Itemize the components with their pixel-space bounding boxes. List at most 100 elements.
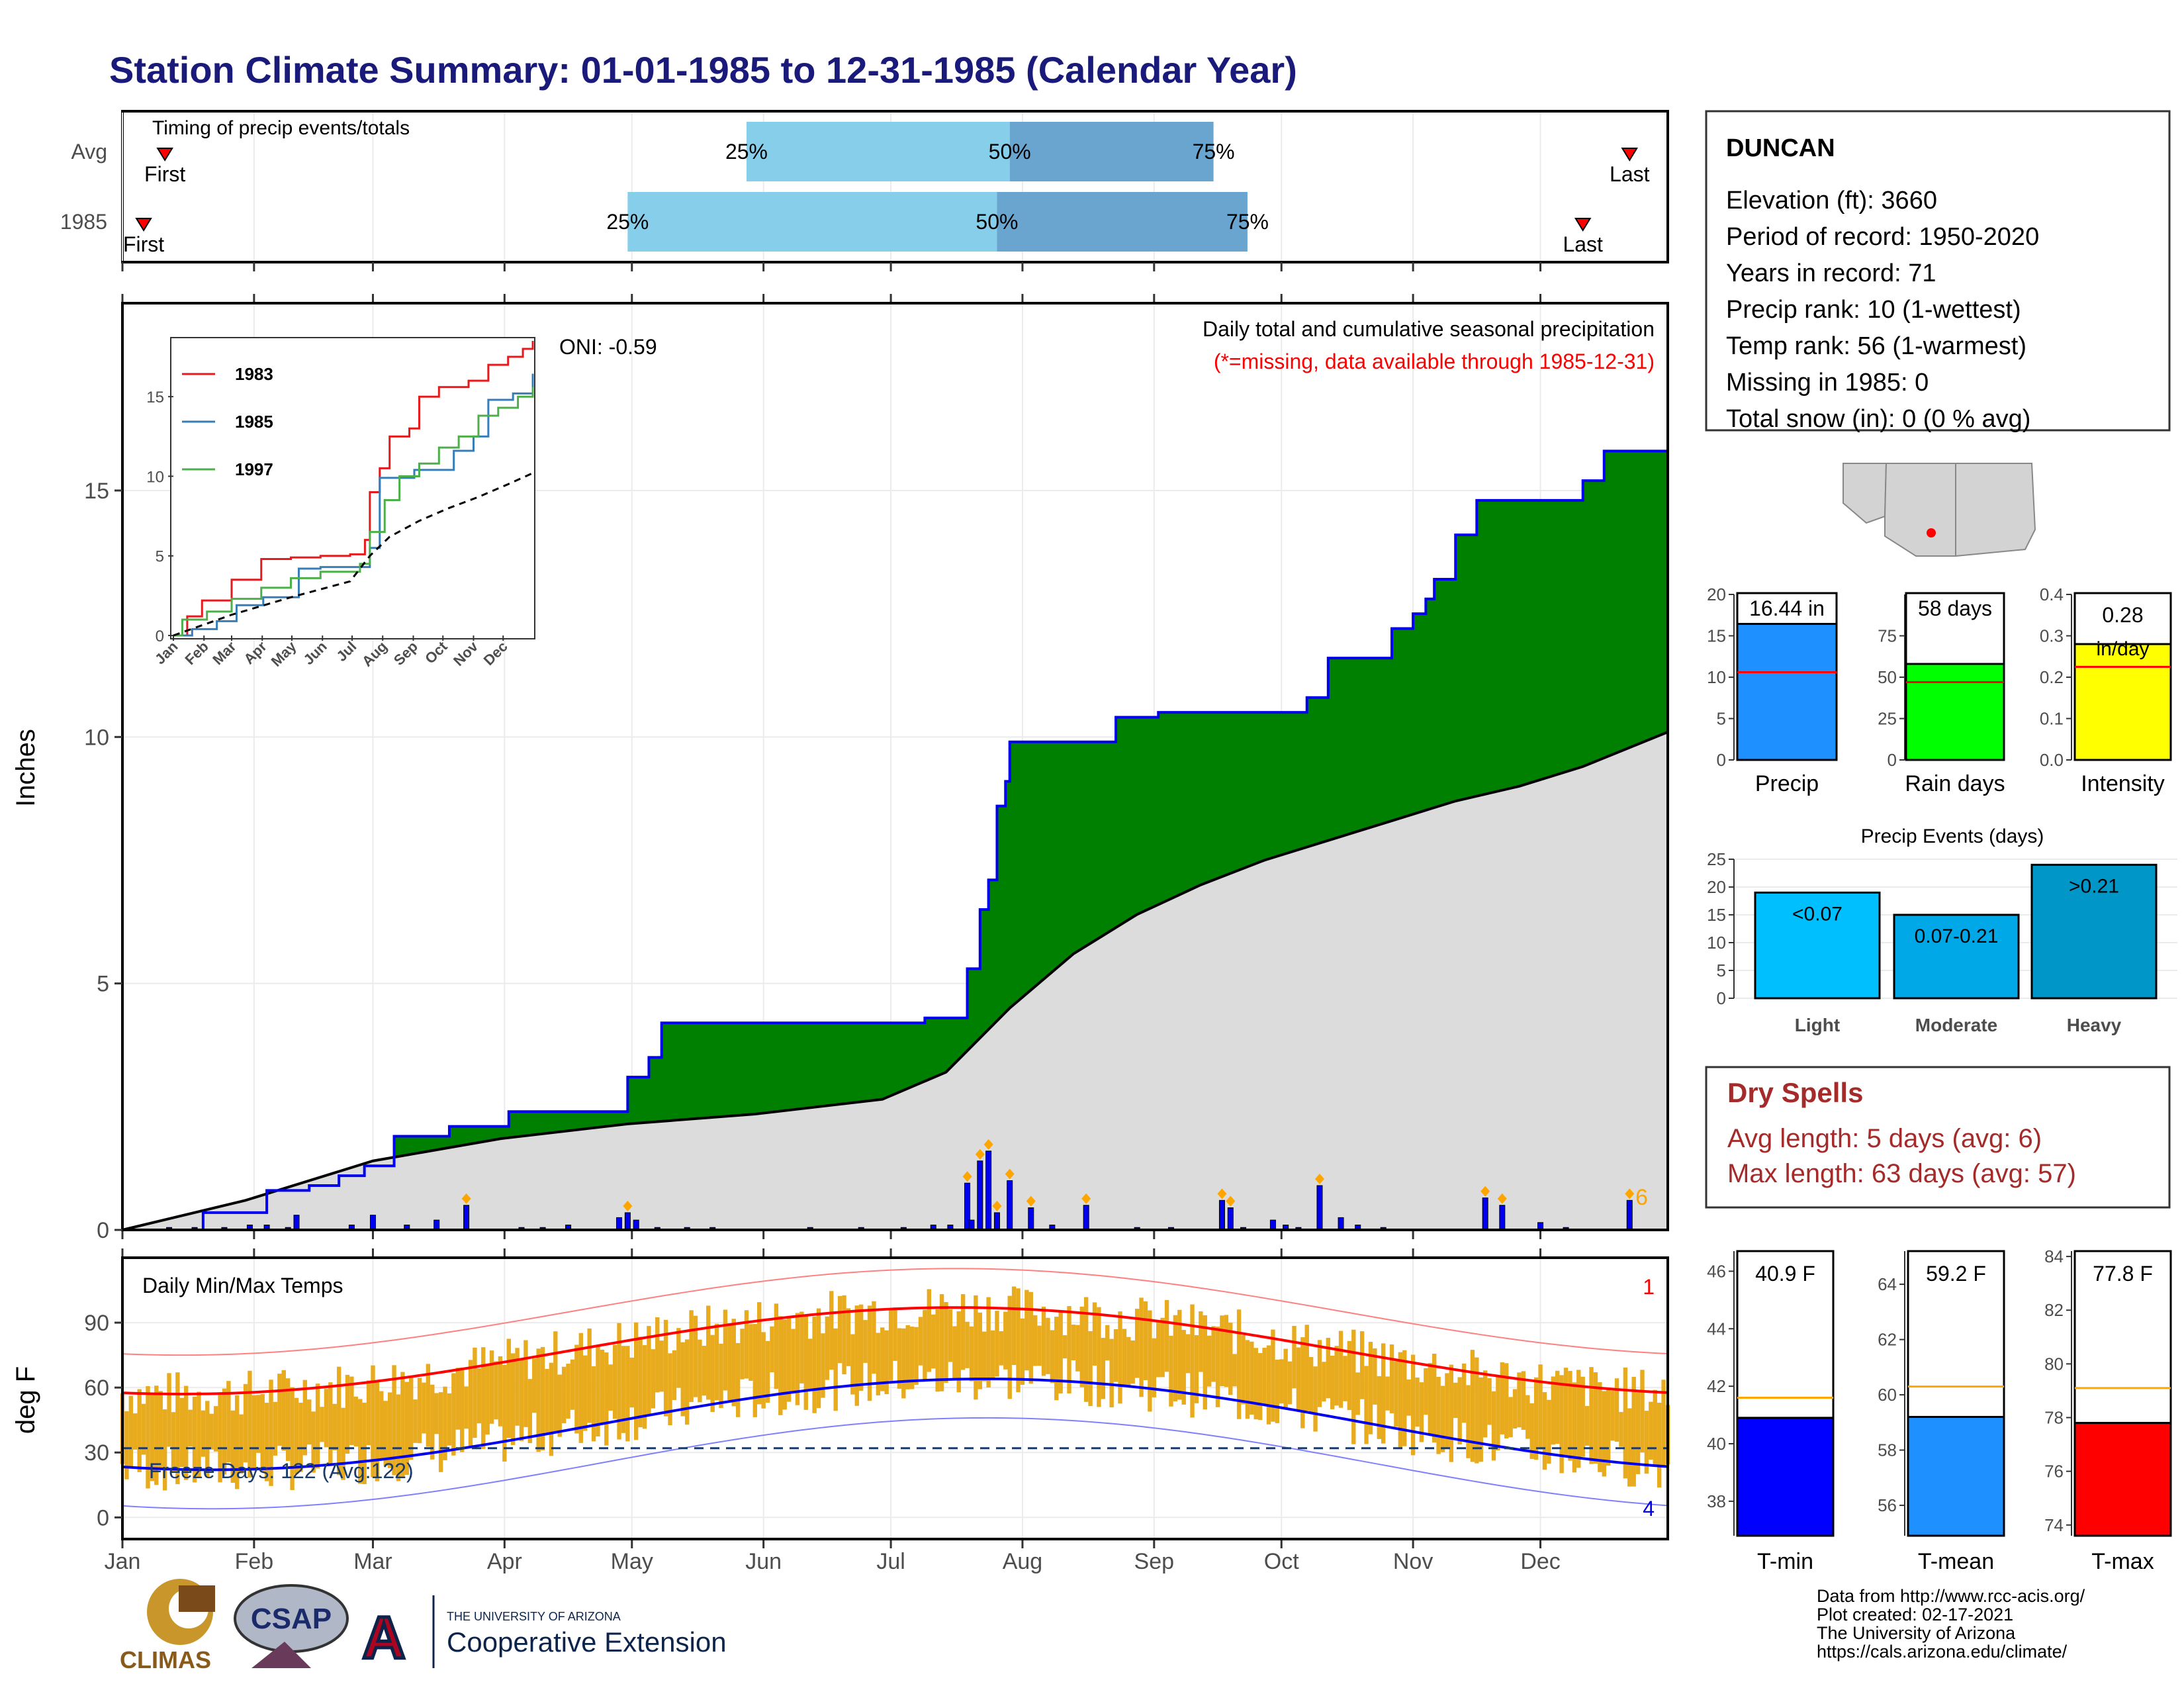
- daily-temp-bar: [1533, 1377, 1539, 1460]
- daily-temp-bar: [1203, 1315, 1207, 1410]
- daily-temp-bar: [1402, 1350, 1407, 1446]
- daily-precip-bar: [433, 1219, 440, 1231]
- daily-temp-bar: [515, 1348, 520, 1426]
- daily-temp-bar: [1457, 1377, 1462, 1445]
- summary-label: Rain days: [1905, 771, 2005, 796]
- daily-temp-bar: [426, 1364, 431, 1447]
- daily-temp-bar: [269, 1380, 273, 1486]
- daily-temp-bar: [1016, 1288, 1021, 1393]
- daily-temp-bar: [761, 1332, 766, 1409]
- timing-label: Timing of precip events/totals: [152, 117, 410, 139]
- daily-temp-bar: [1075, 1325, 1080, 1372]
- daily-temp-bar: [888, 1309, 893, 1381]
- daily-temp-bar: [714, 1323, 719, 1401]
- daily-temp-bar: [1181, 1330, 1186, 1405]
- daily-temp-bar: [248, 1370, 252, 1478]
- daily-temp-bar: [1266, 1345, 1271, 1425]
- temp-summary-label: T-mean: [1918, 1549, 1994, 1574]
- avg-tmax-line: [122, 1306, 1668, 1395]
- daily-temp-bar: [349, 1376, 354, 1446]
- daily-temp-bar: [651, 1349, 656, 1409]
- daily-temp-bar: [1232, 1354, 1237, 1387]
- daily-temp-bar: [676, 1328, 681, 1388]
- daily-temp-bar: [1547, 1399, 1551, 1464]
- daily-temp-bar: [167, 1373, 171, 1447]
- daily-temp-bar: [328, 1382, 333, 1466]
- daily-temp-bar: [409, 1378, 414, 1460]
- daily-temp-bar: [1343, 1356, 1347, 1401]
- daily-precip-bar: [968, 1219, 975, 1231]
- daily-precip-bar: [1227, 1207, 1234, 1231]
- daily-temp-bar: [561, 1366, 567, 1424]
- temp-summary-ytick-label: 56: [1878, 1495, 1897, 1515]
- summary-box: [2073, 592, 2172, 645]
- precip-ylabel: Inches: [11, 729, 40, 807]
- daily-temp-bar: [698, 1339, 702, 1403]
- daily-temp-bar: [1593, 1372, 1598, 1464]
- daily-precip-bar: [616, 1217, 623, 1231]
- summary-ytick-label: 0.3: [2040, 626, 2064, 646]
- events-bar: [1754, 891, 1881, 1000]
- events-ytick-label: 20: [1707, 877, 1726, 897]
- daily-temp-bar: [876, 1333, 881, 1395]
- daily-temp-bar: [740, 1329, 745, 1380]
- daily-precip-bar: [293, 1215, 300, 1231]
- daily-temp-bar: [124, 1411, 129, 1479]
- temp-summary-bars: 38 40 42 44 46 40.9 F T-min 56 58 60 62 64 59.2 F T-m…: [1707, 1246, 2172, 1574]
- daily-temp-bar: [566, 1364, 570, 1419]
- summary-bars: 0 5 10 15 20 16.44 in Precip 0 25 50 75 58 days Rain…: [1707, 585, 2172, 796]
- daily-temp-bar: [1003, 1311, 1008, 1370]
- daily-temp-bar: [320, 1407, 324, 1442]
- daily-temp-bar: [213, 1406, 218, 1452]
- daily-temp-bar: [1169, 1335, 1173, 1407]
- daily-temp-bar: [965, 1321, 970, 1368]
- daily-temp-bar: [430, 1384, 435, 1460]
- temp-summary-ytick-label: 78: [2044, 1408, 2064, 1428]
- daily-temp-bar: [1657, 1403, 1662, 1488]
- temp-summary-ytick-label: 84: [2044, 1246, 2064, 1266]
- daily-temp-bar: [1152, 1338, 1157, 1397]
- daily-temp-bar: [633, 1322, 639, 1440]
- daily-temp-bar: [931, 1314, 936, 1369]
- daily-temp-bar: [222, 1388, 227, 1475]
- daily-temp-bar: [179, 1397, 185, 1468]
- daily-precip-bar: [1028, 1207, 1034, 1231]
- temp-summary-ytick-label: 42: [1707, 1376, 1726, 1396]
- daily-temp-bar: [256, 1395, 261, 1453]
- precip-ytick-label: 15: [84, 479, 109, 504]
- daily-temp-bar: [1364, 1366, 1369, 1444]
- daily-temp-bar: [298, 1402, 303, 1472]
- daily-temp-bar: [146, 1386, 150, 1489]
- daily-temp-bar: [1130, 1340, 1135, 1384]
- daily-temp-bar: [1088, 1331, 1093, 1407]
- daily-temp-bar: [918, 1317, 923, 1366]
- daily-temp-bar: [1419, 1382, 1424, 1442]
- daily-temp-bar: [489, 1350, 494, 1424]
- month-label: Feb: [235, 1549, 274, 1574]
- daily-temp-bar: [235, 1395, 240, 1489]
- events-category-label: Moderate: [1915, 1015, 1997, 1035]
- daily-temp-bar: [570, 1359, 575, 1410]
- daily-temp-bar: [1424, 1368, 1428, 1415]
- timing-marker-label: Last: [1610, 162, 1650, 186]
- daily-temp-bar: [1487, 1378, 1492, 1425]
- daily-temp-bar: [863, 1320, 868, 1363]
- daily-temp-bar: [392, 1365, 396, 1476]
- daily-temp-bar: [375, 1381, 380, 1481]
- daily-temp-bar: [1007, 1295, 1012, 1399]
- daily-temp-bar: [1475, 1357, 1479, 1464]
- daily-temp-bar: [1071, 1325, 1076, 1361]
- daily-temp-bar: [689, 1310, 694, 1403]
- daily-temp-bar: [128, 1395, 134, 1468]
- timing-row-label: Avg: [71, 140, 107, 164]
- temp-summary-box: [2073, 1250, 2172, 1425]
- daily-temp-bar: [702, 1346, 707, 1396]
- daily-temp-bar: [311, 1411, 316, 1473]
- footer-credit-line: Plot created: 02-17-2021: [1817, 1605, 2013, 1624]
- daily-temp-bar: [1296, 1347, 1301, 1411]
- daily-temp-bar: [494, 1361, 498, 1420]
- daily-temp-bar: [447, 1393, 452, 1446]
- daily-temp-bar: [540, 1346, 545, 1451]
- summary-label: Intensity: [2081, 771, 2165, 796]
- daily-temp-bar: [1173, 1315, 1178, 1401]
